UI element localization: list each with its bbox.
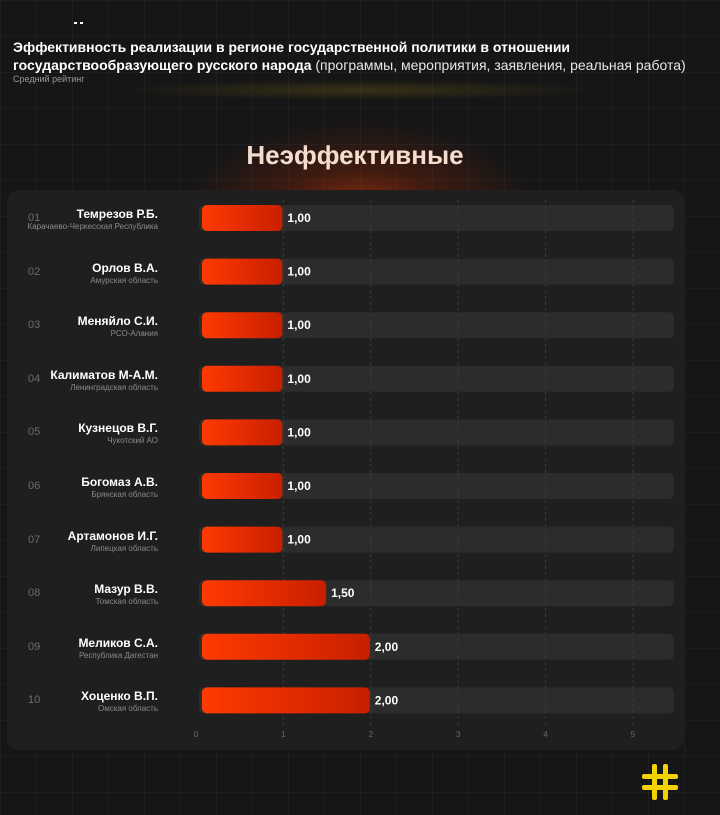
bar-track	[199, 312, 674, 339]
x-tick-label: 3	[456, 730, 461, 739]
row-rank: 08	[28, 587, 41, 600]
row-name: Меликов С.А.	[78, 635, 158, 650]
row-rank: 07	[28, 533, 41, 546]
bar	[202, 365, 283, 392]
bar-track	[199, 205, 674, 231]
data-label: 1,00	[287, 265, 311, 279]
section-title: Неэффективные	[246, 140, 464, 170]
row-name: Кузнецов В.Г.	[78, 421, 158, 436]
data-label: 1,00	[287, 533, 311, 547]
bar	[202, 580, 327, 607]
row-region: Республика Дагестан	[78, 650, 158, 660]
row-region: Амурская область	[90, 275, 158, 285]
top-dash-decoration	[74, 22, 83, 25]
data-label: 2,00	[375, 693, 399, 707]
bar	[202, 312, 283, 339]
row-name: Хоценко В.П.	[81, 689, 158, 704]
bar	[202, 258, 283, 285]
bar-chart: 0 1 2 3 4 5 1,00 1,00 1,00 1,00 1,00 1,00 1,00 1,50 2,…	[194, 200, 674, 739]
data-label: 1,50	[331, 586, 355, 600]
row-region: РСО-Алания	[110, 329, 158, 339]
data-label: 1,00	[287, 372, 311, 386]
x-tick-label: 2	[369, 730, 374, 739]
title-bold: Эффективность реализации в регионе госуд…	[13, 39, 571, 73]
data-label: 2,00	[375, 640, 399, 654]
page-title: Эффективность реализации в регионе госуд…	[13, 38, 713, 74]
bar	[202, 205, 283, 231]
row-region: Чукотский АО	[107, 436, 158, 446]
header-glow	[120, 80, 600, 100]
row-rank: 04	[28, 372, 41, 385]
row-name: Артамонов И.Г.	[67, 528, 158, 543]
data-label: 1,00	[287, 211, 311, 225]
row-rank: 09	[28, 640, 41, 653]
row-rank: 02	[28, 265, 41, 278]
row-rank: 10	[28, 694, 41, 707]
data-label: 1,00	[287, 425, 311, 439]
row-region: Карачаево-Черкесская Республика	[27, 222, 158, 231]
bar-track	[199, 365, 674, 392]
hash-cross-logo-icon	[642, 764, 678, 800]
row-rank: 06	[28, 480, 41, 492]
x-tick-label: 4	[543, 730, 548, 739]
row-rank: 03	[28, 319, 41, 332]
row-name: Орлов В.А.	[92, 260, 158, 275]
row-region: Брянская область	[91, 490, 158, 499]
row-name: Меняйло С.И.	[77, 314, 158, 329]
row-rank: 05	[28, 426, 41, 439]
bar-track	[199, 473, 674, 499]
row-name: Мазур В.В.	[94, 582, 158, 597]
bar	[202, 687, 370, 714]
x-tick-label: 5	[631, 730, 636, 739]
data-label: 1,00	[287, 479, 311, 493]
row-rank: 01	[28, 212, 41, 224]
bar	[202, 473, 283, 499]
bar	[202, 633, 370, 660]
x-tick-label: 1	[281, 730, 286, 739]
page-subtitle: Средний рейтинг	[13, 74, 85, 84]
row-name: Богомаз А.В.	[81, 475, 158, 489]
bar	[202, 419, 283, 446]
bar-track	[199, 526, 674, 553]
x-tick-label: 0	[194, 730, 199, 739]
row-region: Ленинградская область	[70, 382, 158, 392]
bar	[202, 526, 283, 553]
row-region: Омская область	[97, 704, 158, 714]
bar-track	[199, 419, 674, 446]
row-region: Томская область	[95, 597, 158, 607]
data-label: 1,00	[287, 318, 311, 332]
row-region: Липецкая область	[90, 543, 158, 553]
chart-panel: 0 1 2 3 4 5 1,00 1,00 1,00 1,00 1,00 1,00 1,00 1,50 2,…	[7, 190, 684, 750]
row-name: Темрезов Р.Б.	[76, 207, 158, 221]
row-name: Калиматов М-А.М.	[50, 367, 158, 382]
title-light: (программы, мероприятия, заявления, реал…	[315, 57, 686, 73]
bar-track	[199, 258, 674, 285]
